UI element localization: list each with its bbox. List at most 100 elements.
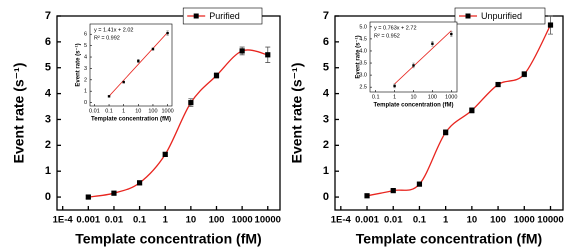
x-tick-label: 1 xyxy=(163,215,169,226)
y-tick-label: 6 xyxy=(323,36,329,48)
x-tick-label: 1 xyxy=(393,94,396,100)
y-tick-label: 6 xyxy=(45,36,51,48)
x-tick-label: 0.1 xyxy=(372,94,380,100)
y-tick-label: 4 xyxy=(323,88,330,100)
marker xyxy=(412,64,415,67)
marker xyxy=(364,193,370,199)
y-axis-label: Event rate (s⁻¹) xyxy=(355,35,362,78)
x-tick-label: 1E-4 xyxy=(53,215,74,226)
y-tick-label: 3 xyxy=(323,113,329,125)
x-tick-label: 0.001 xyxy=(355,215,379,226)
y-tick-label: 3.5 xyxy=(359,60,367,66)
legend-box xyxy=(454,7,546,25)
y-tick-label: 2.5 xyxy=(359,85,367,91)
x-axis-label: Template concentration (fM) xyxy=(75,231,261,247)
marker xyxy=(443,129,449,135)
marker xyxy=(166,31,169,35)
x-tick-label: 1E-4 xyxy=(331,215,352,226)
x-tick-label: 1000 xyxy=(161,108,173,114)
x-tick-label: 0.1 xyxy=(413,215,427,226)
marker xyxy=(136,180,143,186)
x-tick-label: 10 xyxy=(467,215,478,226)
y-tick-label: 5.0 xyxy=(359,24,367,30)
marker xyxy=(393,84,396,88)
y-tick-label: 4.0 xyxy=(359,48,367,54)
marker xyxy=(122,80,125,84)
legend-box xyxy=(182,7,263,25)
x-tick-label: 10 xyxy=(410,94,416,100)
x-tick-label: 10 xyxy=(186,215,197,226)
marker xyxy=(469,107,475,114)
marker xyxy=(111,190,117,196)
y-tick-label: 4 xyxy=(84,54,87,60)
x-axis-label: Template concentration (fM) xyxy=(91,117,171,123)
x-tick-label: 0.1 xyxy=(133,215,147,226)
annotation: R² = 0.952 xyxy=(374,33,400,39)
marker xyxy=(213,72,220,79)
y-tick-label: 7 xyxy=(45,10,51,22)
fit-line xyxy=(108,32,168,97)
marker xyxy=(85,194,91,200)
y-tick-label: 6 xyxy=(84,32,87,38)
legend-label: Unpurified xyxy=(481,11,522,21)
x-tick-label: 1000 xyxy=(232,215,253,226)
marker xyxy=(151,47,155,51)
y-tick-label: 2 xyxy=(45,139,51,151)
x-tick-label: 1000 xyxy=(514,215,535,226)
x-tick-label: 100 xyxy=(490,215,506,226)
marker xyxy=(162,151,168,157)
x-tick-label: 0.01 xyxy=(105,215,124,226)
x-axis-label: Template concentration (fM) xyxy=(374,103,454,109)
x-tick-label: 10000 xyxy=(255,215,281,226)
y-tick-label: 0 xyxy=(45,191,51,203)
y-tick-label: 2 xyxy=(323,139,329,151)
annotation: y = 0.763x + 2.72 xyxy=(374,25,417,31)
y-tick-label: 4 xyxy=(45,88,52,100)
y-tick-label: 3 xyxy=(45,113,51,125)
y-tick-label: 1 xyxy=(84,89,87,95)
marker xyxy=(521,71,527,77)
marker xyxy=(431,42,434,45)
marker xyxy=(495,81,501,88)
x-tick-label: 10 xyxy=(135,108,141,114)
x-tick-label: 100 xyxy=(428,94,437,100)
annotation: y = 1.41x + 2.02 xyxy=(94,27,133,33)
y-tick-label: 5 xyxy=(323,62,329,74)
y-tick-label: 0 xyxy=(84,100,87,106)
marker xyxy=(390,188,396,194)
y-tick-label: 1 xyxy=(45,165,51,177)
marker xyxy=(416,181,423,187)
marker xyxy=(547,22,554,28)
y-tick-label: 7 xyxy=(323,10,329,22)
x-tick-label: 1 xyxy=(122,108,125,114)
x-tick-label: 100 xyxy=(209,215,225,226)
x-tick-label: 1000 xyxy=(445,94,457,100)
fit-line xyxy=(394,30,452,85)
y-axis-label: Event rate (s⁻¹) xyxy=(75,43,82,86)
y-tick-label: 0 xyxy=(323,191,329,203)
x-tick-label: 1 xyxy=(443,215,449,226)
plot-frame xyxy=(89,23,173,107)
marker xyxy=(239,48,245,54)
y-tick-label: 4.5 xyxy=(359,36,367,42)
x-tick-label: 0.1 xyxy=(105,108,113,114)
y-tick-label: 1 xyxy=(323,165,329,177)
y-axis-label: Event rate (s⁻¹) xyxy=(289,63,305,164)
y-tick-label: 5 xyxy=(45,62,51,74)
x-tick-label: 100 xyxy=(148,108,157,114)
y-tick-label: 3.0 xyxy=(359,73,367,79)
annotation: R² = 0.992 xyxy=(94,35,120,41)
legend-label: Purified xyxy=(209,11,240,21)
marker xyxy=(265,52,271,58)
marker xyxy=(107,95,111,98)
marker xyxy=(137,59,140,63)
plot-frame xyxy=(369,21,458,93)
x-tick-label: 0.01 xyxy=(89,108,100,114)
marker xyxy=(450,32,453,36)
y-axis-label: Event rate (s⁻¹) xyxy=(11,63,27,164)
x-tick-label: 0.01 xyxy=(384,215,403,226)
x-tick-label: 10000 xyxy=(537,215,563,226)
x-tick-label: 0.001 xyxy=(76,215,100,226)
y-tick-label: 2 xyxy=(84,77,87,83)
